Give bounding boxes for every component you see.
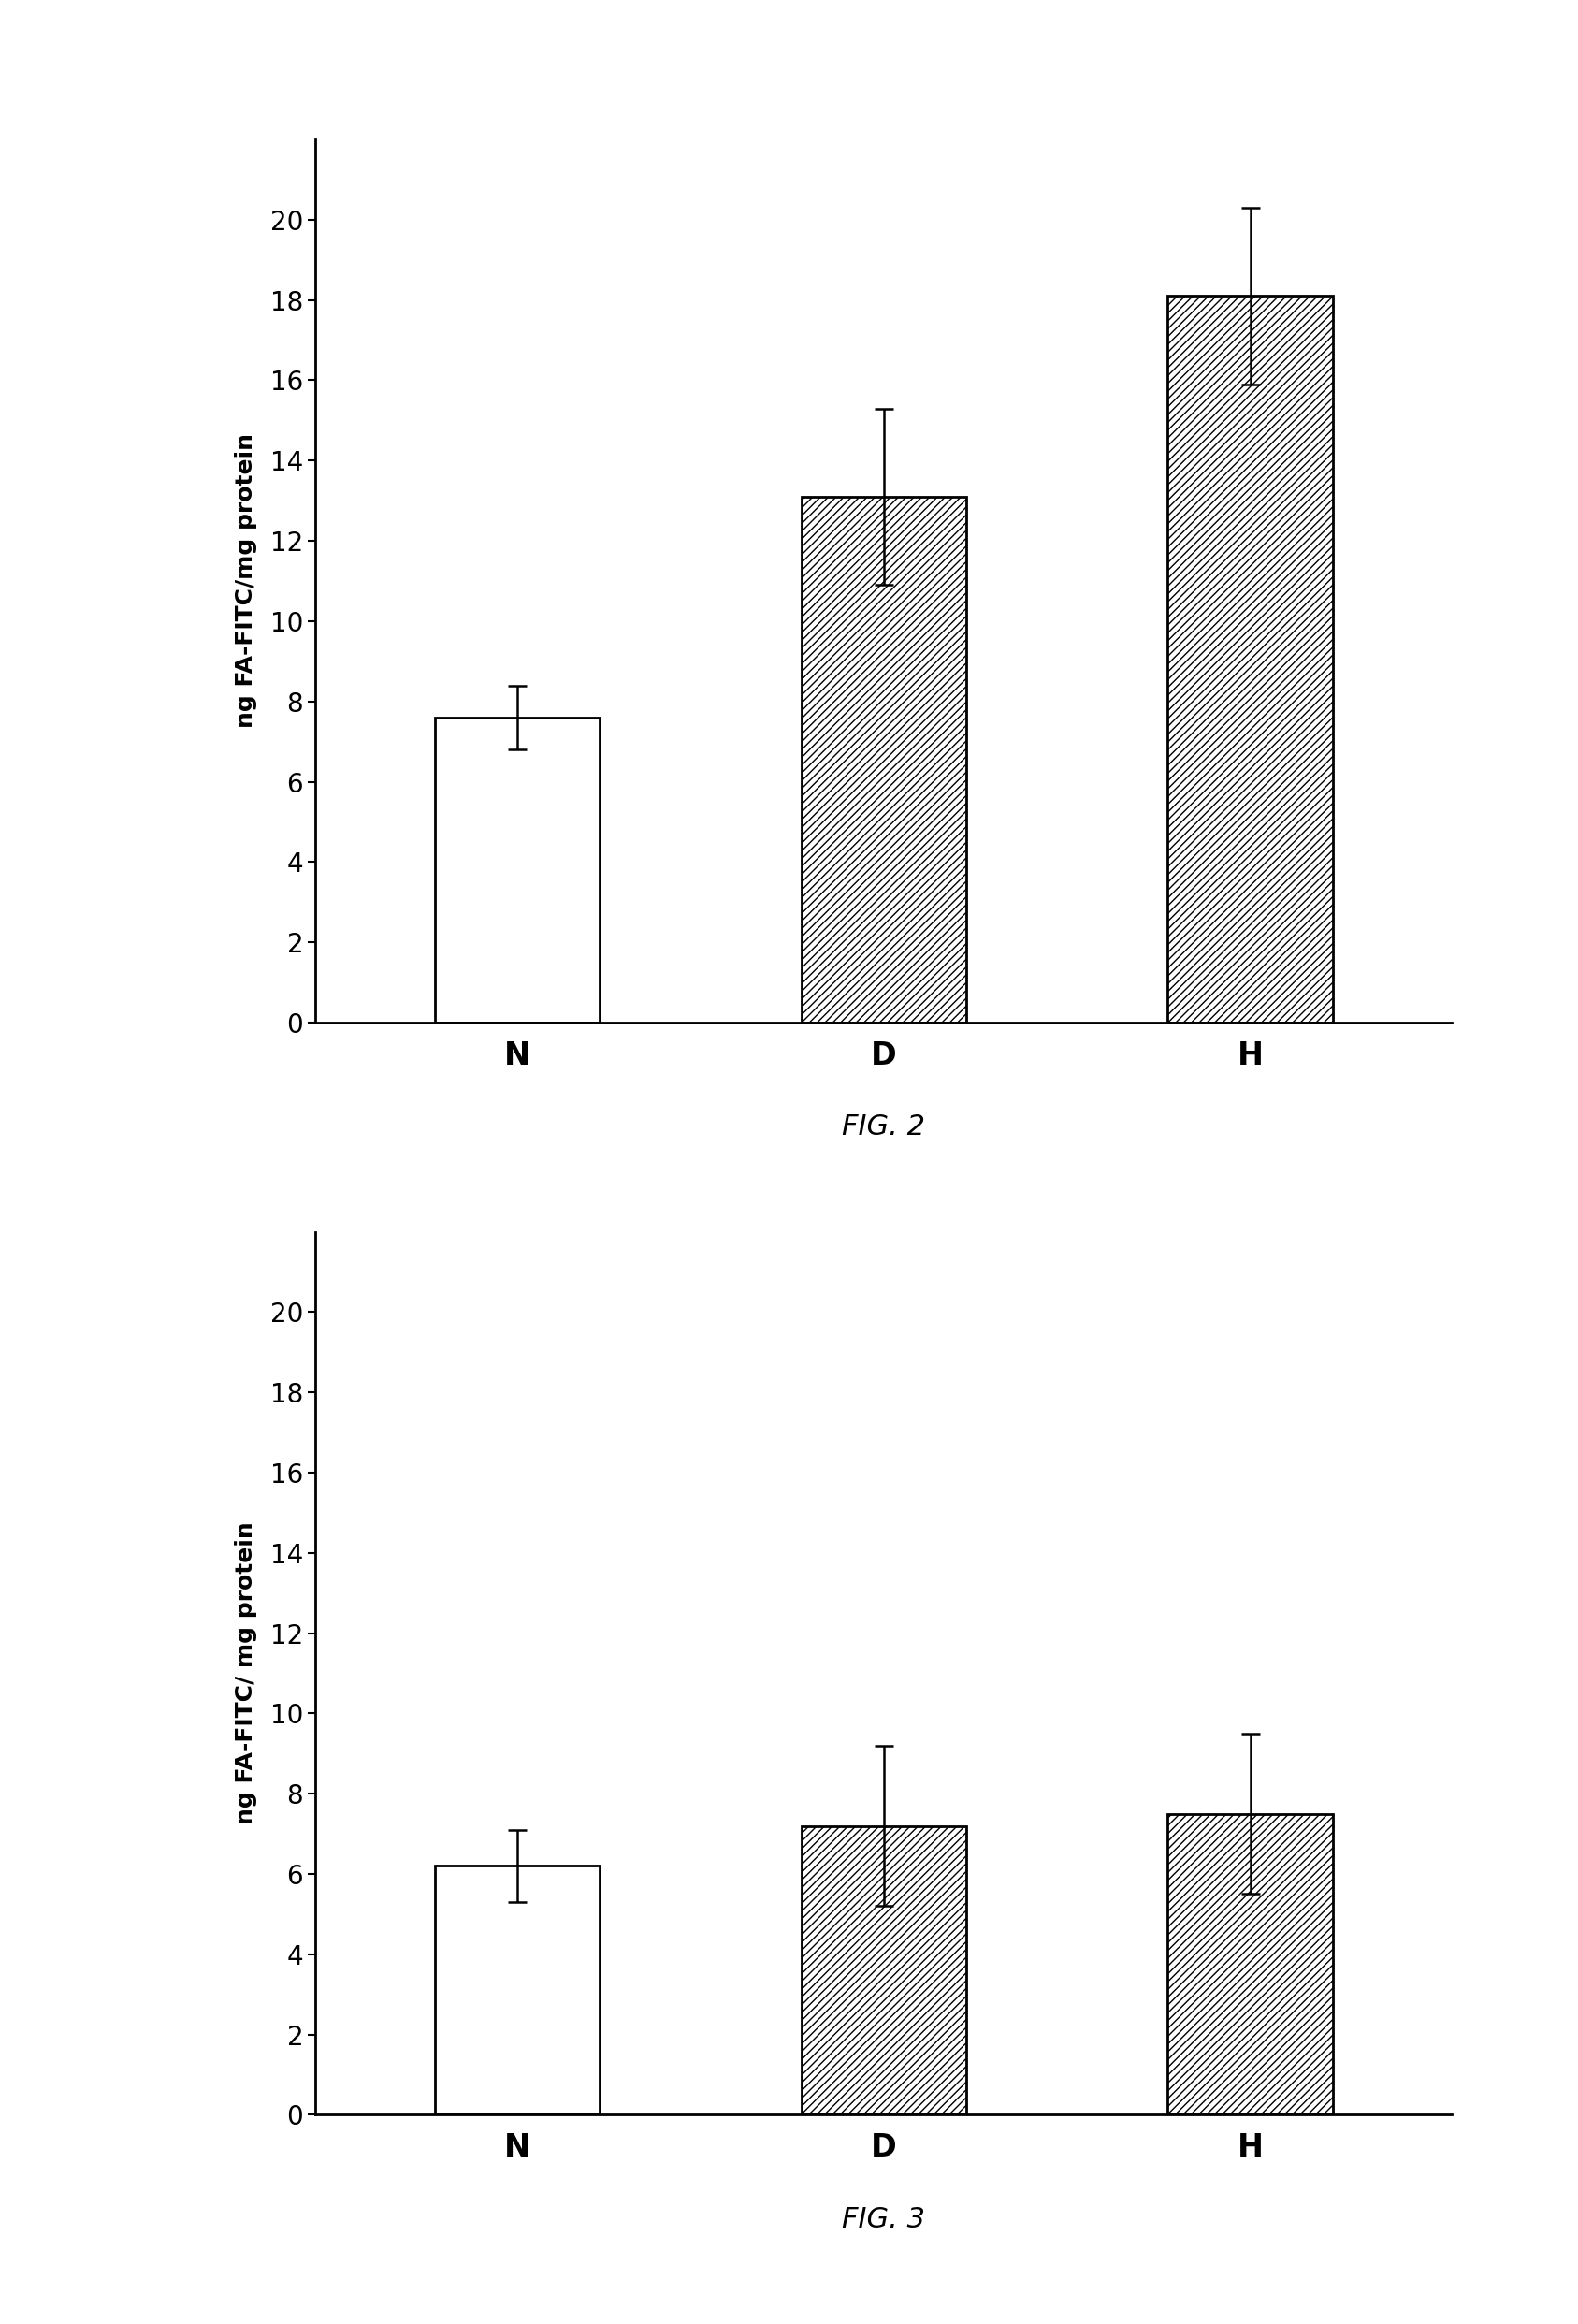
Bar (802, 1827, 966, 2115)
Y-axis label: ng FA-FITC/mg protein: ng FA-FITC/mg protein (235, 435, 257, 727)
Bar (1168, 295, 1333, 1023)
Text: FIG. 2: FIG. 2 (843, 1113, 925, 1141)
Text: FIG. 3: FIG. 3 (843, 2205, 925, 2233)
Bar (802, 497, 966, 1023)
Bar (434, 718, 600, 1023)
Bar (1168, 1813, 1333, 2115)
Y-axis label: ng FA-FITC/ mg protein: ng FA-FITC/ mg protein (235, 1522, 257, 1824)
Bar (434, 1866, 600, 2115)
